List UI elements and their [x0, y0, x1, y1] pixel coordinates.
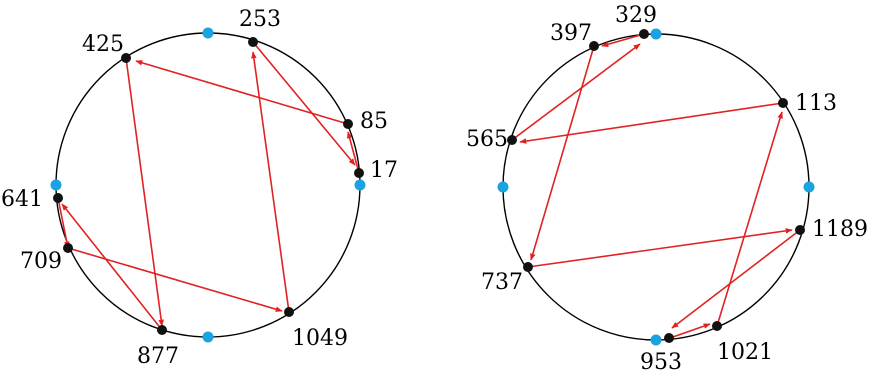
- left-node-85: [343, 119, 353, 129]
- left-node-1049: [284, 307, 294, 317]
- left-arrow-17-to-85: [346, 131, 360, 174]
- right-node-737: [523, 262, 533, 272]
- left-arrow-709-to-1049: [67, 247, 283, 312]
- left-label-709: 709: [20, 249, 62, 274]
- right-node-1189: [795, 225, 805, 235]
- right-node-953: [664, 333, 674, 343]
- right-label-953: 953: [640, 350, 682, 375]
- right-arrow-953-to-1021: [669, 323, 711, 339]
- left-circle: [55, 32, 361, 338]
- right-node-1021: [712, 321, 722, 331]
- right-arrow-329-to-397: [601, 33, 645, 47]
- left-label-17: 17: [370, 158, 398, 183]
- left-label-877: 877: [137, 344, 179, 369]
- right-arrow-737-to-1189: [527, 228, 793, 268]
- left-arrows: [57, 41, 360, 331]
- left-arrow-641-to-709: [57, 197, 70, 249]
- right-label-113: 113: [795, 91, 837, 116]
- left-node-877: [157, 325, 167, 335]
- left-marker-top: [202, 27, 214, 39]
- left-node-253: [248, 37, 258, 47]
- left-marker-bottom: [202, 331, 214, 343]
- right-arrow-1189-to-953: [671, 229, 801, 329]
- right-cycle: 329 113 1189 1021 953 737 565 397: [466, 3, 868, 375]
- left-label-253: 253: [239, 7, 281, 32]
- left-arrow-1049-to-253: [251, 51, 290, 313]
- right-label-329: 329: [615, 3, 657, 28]
- left-marker-left: [50, 179, 62, 191]
- left-arrow-253-to-17: [252, 41, 356, 166]
- left-marker-right: [354, 179, 366, 191]
- right-arrows: [511, 33, 801, 339]
- right-arrow-113-to-565: [519, 102, 784, 144]
- left-label-1049: 1049: [292, 326, 348, 351]
- left-label-641: 641: [1, 187, 43, 212]
- left-arrow-85-to-425: [135, 60, 349, 125]
- right-marker-left: [497, 181, 509, 193]
- right-marker-top: [650, 28, 662, 40]
- right-node-397: [589, 41, 599, 51]
- right-node-113: [778, 98, 788, 108]
- left-label-425: 425: [82, 32, 124, 57]
- right-label-565: 565: [466, 127, 508, 152]
- left-node-709: [63, 243, 73, 253]
- right-node-565: [507, 135, 517, 145]
- right-label-1021: 1021: [717, 340, 773, 365]
- right-marker-bottom: [650, 334, 662, 346]
- right-label-737: 737: [481, 270, 523, 295]
- left-node-641: [53, 193, 63, 203]
- right-node-329: [639, 29, 649, 39]
- left-node-17: [354, 168, 364, 178]
- left-node-425: [121, 53, 131, 63]
- right-arrow-397-to-737: [530, 45, 595, 261]
- left-arrow-425-to-877: [125, 57, 164, 327]
- right-label-397: 397: [550, 21, 592, 46]
- right-marker-right: [803, 181, 815, 193]
- left-cycle: 253 85 17 1049 877 709 641 425: [1, 7, 398, 369]
- right-arrow-1021-to-113: [716, 111, 783, 327]
- left-label-85: 85: [360, 109, 388, 134]
- left-arrow-877-to-641: [61, 203, 163, 331]
- right-circle: [502, 33, 810, 341]
- right-arrow-565-to-329: [511, 43, 641, 141]
- right-label-1189: 1189: [812, 217, 868, 242]
